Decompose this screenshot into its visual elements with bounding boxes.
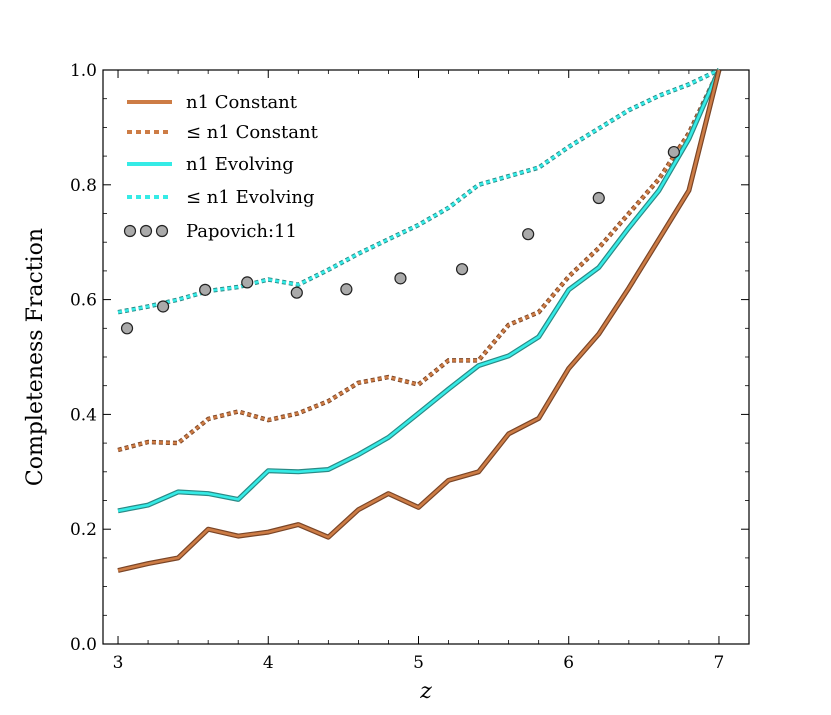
papovich-point	[340, 283, 353, 296]
legend-marker-papovich	[139, 224, 153, 238]
series-line-n1-constant	[117, 69, 721, 572]
x-tick-label: 6	[563, 653, 574, 673]
series-line-le-n1-constant	[117, 69, 721, 452]
x-tick-label: 3	[113, 653, 124, 673]
legend-label-n1-evolving: n1 Evolving	[186, 154, 294, 175]
legend-label-papovich: Papovich:11	[186, 221, 297, 242]
legend-label-le-n1-constant: ≤ n1 Constant	[186, 122, 319, 143]
ticks: 3 4 5 6 7 0.0 0.2 0.4 0.6 0.8 1.0	[70, 61, 749, 673]
papovich-point	[455, 263, 469, 276]
series-line-le-n1-evolving	[117, 68, 720, 314]
series-layer	[117, 67, 722, 573]
y-tick-label: 0.0	[70, 635, 97, 655]
legend-label-le-n1-evolving: ≤ n1 Evolving	[186, 187, 315, 208]
legend: n1 Constant ≤ n1 Constant n1 Evolving ≤ …	[123, 92, 319, 242]
papovich-point	[592, 191, 605, 205]
legend-label-n1-constant: n1 Constant	[186, 92, 298, 113]
papovich-points	[120, 145, 680, 335]
x-tick-label: 7	[714, 653, 725, 673]
series-line-n1-evolving	[117, 69, 721, 513]
y-tick-label: 1.0	[70, 61, 97, 81]
x-tick-label: 4	[263, 653, 274, 673]
y-tick-label: 0.6	[70, 291, 97, 311]
papovich-point	[241, 276, 254, 289]
legend-marker-papovich	[155, 224, 169, 238]
y-tick-label: 0.8	[70, 176, 97, 196]
papovich-point	[394, 272, 407, 285]
legend-marker-papovich	[123, 224, 137, 238]
papovich-point	[156, 300, 170, 313]
y-axis-label: Completeness Fraction	[23, 228, 48, 486]
papovich-point	[290, 286, 303, 299]
legend-swatch-papovich	[123, 224, 169, 238]
x-tick-label: 5	[413, 653, 424, 673]
y-tick-label: 0.4	[70, 405, 97, 425]
papovich-point	[120, 322, 134, 335]
papovich-point	[199, 283, 212, 296]
papovich-point	[522, 228, 535, 241]
papovich-point	[667, 145, 680, 159]
x-axis-label: z	[419, 679, 432, 704]
y-tick-label: 0.2	[70, 520, 97, 540]
